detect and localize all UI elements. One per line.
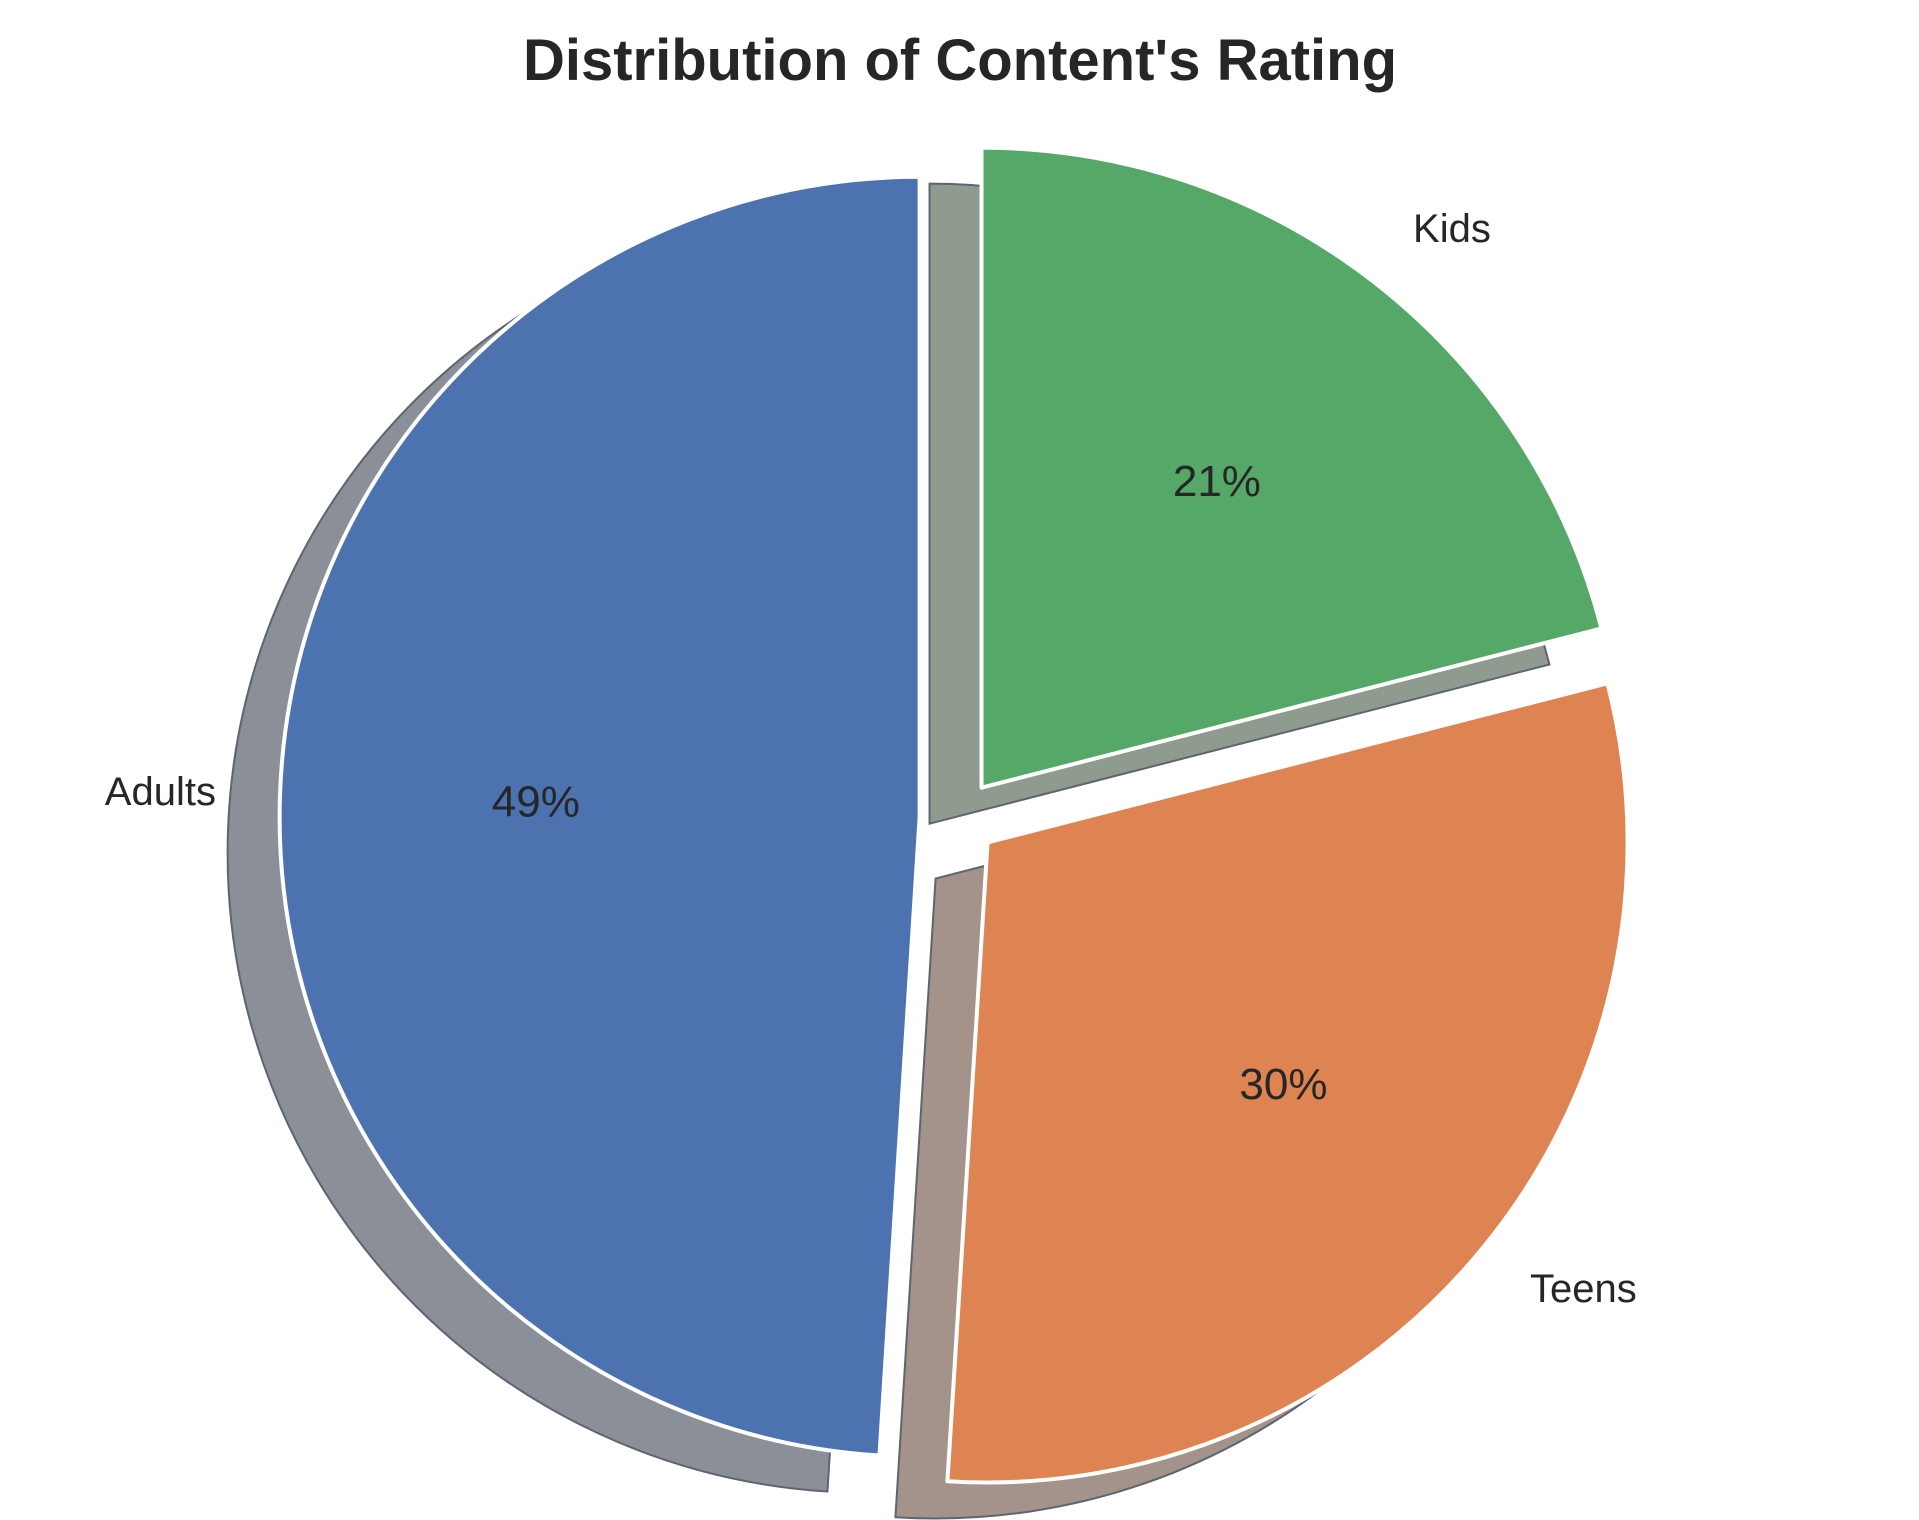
slice-label-adults: Adults: [105, 770, 216, 814]
slice-label-kids: Kids: [1413, 207, 1491, 251]
value-label-kids: 21%: [1173, 457, 1261, 506]
slice-label-teens: Teens: [1530, 1267, 1637, 1311]
chart-title: Distribution of Content's Rating: [523, 28, 1397, 93]
pie-slices: [277, 145, 1630, 1485]
slice-teens: [945, 681, 1630, 1485]
pie-labels: Adults 49% Teens 30% Kids 21%: [105, 207, 1637, 1311]
slice-adults: [277, 174, 922, 1458]
slice-kids: [979, 145, 1604, 790]
value-label-adults: 49%: [492, 777, 580, 826]
value-label-teens: 30%: [1239, 1060, 1327, 1109]
